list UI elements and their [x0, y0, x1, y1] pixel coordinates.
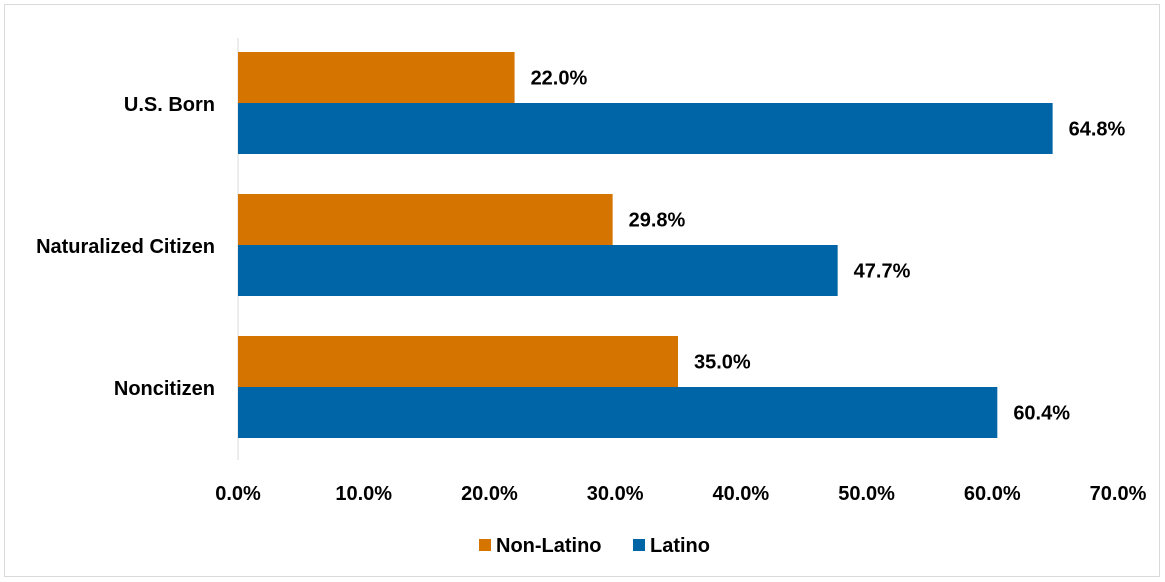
bar-latino-noncitizen: [238, 387, 998, 438]
x-tick-label: 20.0%: [461, 483, 518, 505]
bar-non-latino-naturalized-citizen: [238, 194, 613, 245]
category-label-naturalized-citizen: Naturalized Citizen: [36, 236, 215, 258]
bar-latino-u-s-born: [238, 103, 1053, 154]
legend-swatch-latino: [633, 539, 645, 551]
legend-label-latino: Latino: [650, 535, 710, 557]
data-label-non-latino-naturalized-citizen: 29.8%: [629, 210, 686, 232]
bar-non-latino-u-s-born: [238, 52, 515, 103]
x-tick-label: 40.0%: [712, 483, 769, 505]
legend-label-non-latino: Non-Latino: [496, 535, 602, 557]
x-tick-label: 10.0%: [335, 483, 392, 505]
category-label-u-s-born: U.S. Born: [124, 94, 215, 116]
bar-non-latino-noncitizen: [238, 336, 678, 387]
x-tick-label: 30.0%: [587, 483, 644, 505]
x-tick-label: 60.0%: [964, 483, 1021, 505]
data-label-latino-naturalized-citizen: 47.7%: [854, 261, 911, 283]
x-tick-label: 0.0%: [215, 483, 261, 505]
data-label-latino-noncitizen: 60.4%: [1013, 403, 1070, 425]
x-tick-label: 70.0%: [1090, 483, 1147, 505]
data-label-non-latino-noncitizen: 35.0%: [694, 352, 751, 374]
x-tick-label: 50.0%: [838, 483, 895, 505]
data-label-non-latino-u-s-born: 22.0%: [531, 68, 588, 90]
category-label-noncitizen: Noncitizen: [114, 378, 215, 400]
bar-latino-naturalized-citizen: [238, 245, 838, 296]
legend-swatch-non-latino: [479, 539, 491, 551]
data-label-latino-u-s-born: 64.8%: [1069, 119, 1126, 141]
